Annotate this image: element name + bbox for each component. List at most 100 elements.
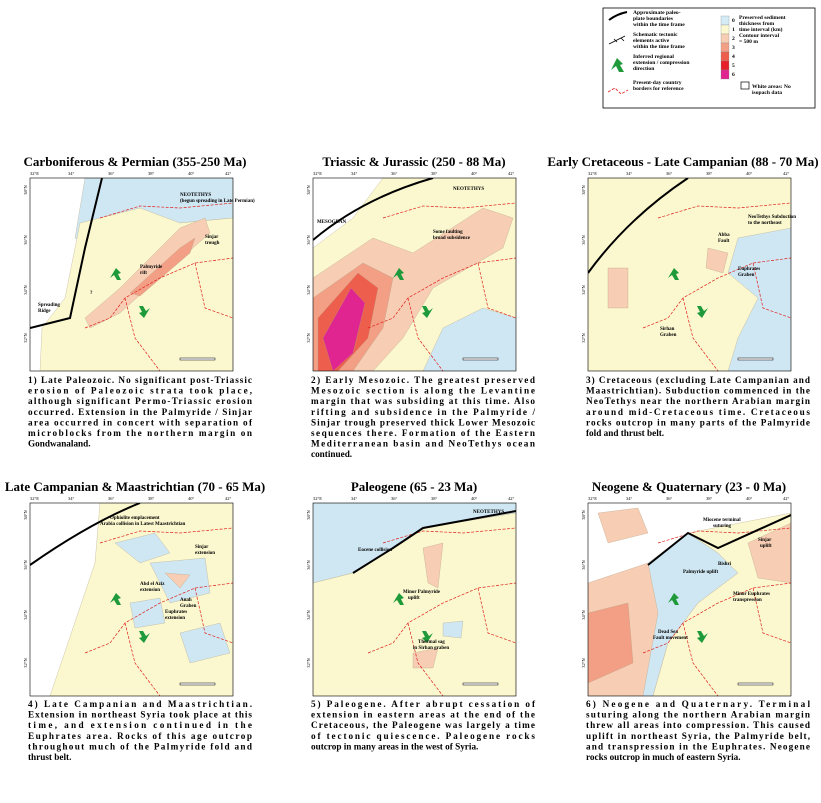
lon-label: 42° [225,496,232,501]
regional-arrow [139,306,150,318]
lat-label: 38°N [306,509,311,519]
country-borders [642,202,791,371]
map-panel: 32°E 34° 36° 38° 40° 42° 38°N 36°N 34°N 32°N Mioce… [581,496,792,697]
legend-label: plate boundaries [633,16,674,22]
lat-label: 32°N [23,332,28,342]
map-frame [587,502,792,697]
caption-line: Gondwanaland. [28,439,91,449]
lat-label: 36°N [581,559,586,569]
caption-line: 2) Early Mesozoic. The greatest preserve… [311,375,535,385]
map-label: Sirhan [660,327,675,332]
scale-title: Preserved sediment [739,15,786,21]
panel-title: Late Campanian & Maastrichtian (70 - 65 … [5,479,265,494]
lon-label: 32°E [30,496,39,501]
scale-swatch [720,60,730,71]
lon-label: 40° [471,171,478,176]
map-label: Sinjar [195,545,209,550]
legend-box [602,7,816,109]
lat-label: 38°N [581,509,586,519]
scale-bar [462,682,499,686]
caption-line: 4) Late Campanian and Maastrichtian. [28,699,252,709]
lat-label: 38°N [23,184,28,194]
lat-label: 32°N [581,657,586,667]
caption-line: although significant Permo-Triassic eros… [28,396,252,406]
scale-title: time interval (km) [739,26,783,33]
scale-swatch [720,69,730,80]
caption-line: Euphrates area. Rocks of this age outcro… [28,731,252,741]
map-label: NeoTethys Subduction [748,215,796,220]
map-label: Eocene collision [358,548,392,553]
isopach-area [588,602,634,684]
legend-label: direction [633,66,655,72]
legend-label: elements active [633,38,670,44]
caption-line: suturing along the northern Arabian marg… [586,710,810,720]
legend-label: Schematic tectonic [633,32,678,38]
isopach-area [129,597,166,629]
tectonic-symbol [608,35,626,45]
caption-line: occurred. Extension in the Palmyride / S… [28,407,252,417]
lon-label: 34° [68,496,75,501]
map-label: Thermal sag [418,640,445,645]
legend-label: Present-day country [633,80,682,86]
lat-label: 38°N [23,509,28,519]
lon-label: 38° [431,171,438,176]
lat-label: 32°N [581,332,586,342]
caption-line: continued. [311,449,352,459]
map-label: rift [140,271,147,276]
lon-label: 34° [68,171,75,176]
map-label: extension [165,616,185,621]
legend-label: Approximate paleo- [633,10,681,16]
panel-title: Carboniferous & Permian (355-250 Ma) [24,154,247,169]
lon-label: 38° [148,171,155,176]
lat-label: 32°N [306,657,311,667]
lat-label: 34°N [581,284,586,294]
map-label: Sinjar [758,538,772,543]
caption-line: of tectonic quiescence. Paleogene rocks [311,731,535,741]
map-label: NEOTETHYS [180,193,211,198]
plate-boundary [588,178,689,274]
white-swatch [740,81,750,90]
map-label: NEOTETHYS [453,187,484,192]
map-label: suturing [713,524,732,529]
caption-line: microblocks from the northern margin on [28,428,252,438]
caption-line: margin that was subsiding at this time. … [311,396,535,406]
map-label: Euphrates [165,610,187,615]
lat-label: 36°N [581,234,586,244]
legend-label: within the time frame [633,44,685,50]
map-panel: 32°E 34° 36° 38° 40° 42° 38°N 36°N 34°N 32°N Ophio… [23,496,234,697]
map-label: Miocene terminal [703,518,741,523]
lon-label: 34° [351,171,358,176]
legend-label: borders for reference [633,86,684,92]
map-label: Palmyride uplift [683,570,718,575]
scale-swatch [720,24,730,35]
caption-line: fold and thrust belt. [586,428,664,438]
lon-label: 38° [706,496,713,501]
caption-line: Mediterranean basin and NeoTethys ocean [311,439,535,449]
panel-title: Neogene & Quaternary (23 - 0 Ma) [592,479,786,494]
map-label: to the northeast [748,221,782,226]
isopach-area [114,532,171,564]
lat-label: 36°N [23,234,28,244]
scale-bar [737,682,774,686]
caption-line: uplift in northeast Syria, the Palmyride… [586,731,810,741]
lon-label: 32°E [588,496,597,501]
map-label: ? [90,291,93,296]
scale-label: 5 [732,63,735,69]
map-label: Spreading [38,303,60,308]
map-label: Fault [718,239,730,244]
lat-label: 32°N [306,332,311,342]
lon-label: 40° [188,171,195,176]
regional-arrow [697,631,708,643]
caption-line: throughout much of the Palmyride fold an… [28,741,252,751]
isopach-area [179,622,231,664]
map-label: Minor Palmyride [403,590,441,595]
white-note: isopach data [752,90,782,96]
caption-line: Mesozoic section is along the Levantine [311,386,535,396]
lon-label: 40° [746,496,753,501]
panel-title: Triassic & Jurassic (250 - 88 Ma) [322,154,505,169]
regional-arrow [139,631,150,643]
scale-label: 2 [732,36,735,42]
map-label: Some faulting [433,230,463,235]
plate-boundary [313,178,434,241]
country-borders [84,202,233,371]
